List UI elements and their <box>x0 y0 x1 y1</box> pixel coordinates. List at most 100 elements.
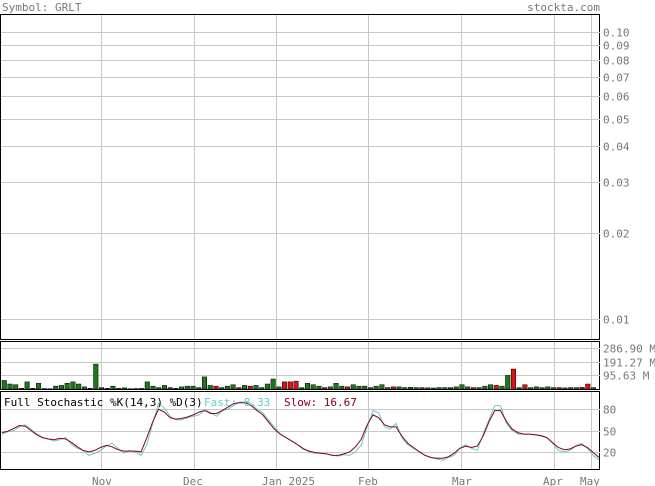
volume-bar <box>505 375 511 390</box>
volume-bar <box>287 381 293 390</box>
volume-bar <box>53 385 59 390</box>
volume-bar <box>139 388 145 390</box>
volume-bars <box>1 363 597 390</box>
volume-bar <box>70 381 76 390</box>
volume-bar <box>356 385 362 390</box>
volume-bar <box>425 387 431 390</box>
volume-bar <box>350 384 356 390</box>
volume-bar <box>413 387 419 390</box>
volume-bar <box>407 387 413 390</box>
volume-bar <box>385 387 391 390</box>
x-tick-label: Dec <box>183 475 203 486</box>
volume-bar <box>242 385 248 390</box>
volume-bar <box>259 387 265 390</box>
volume-bar <box>93 363 99 390</box>
volume-panel-frame <box>0 341 600 390</box>
volume-bar <box>488 384 494 390</box>
volume-bar <box>7 383 13 390</box>
volume-bar <box>184 385 190 390</box>
volume-bar <box>430 387 436 390</box>
volume-bar <box>310 384 316 390</box>
stochastic-tick-label: 20 <box>603 447 616 460</box>
volume-bar <box>236 387 242 390</box>
volume-bar <box>493 385 499 390</box>
volume-bar <box>556 387 562 390</box>
volume-bar <box>121 387 127 390</box>
volume-bar <box>550 387 556 390</box>
volume-bar <box>58 385 64 390</box>
stochastic-panel-frame <box>0 391 600 470</box>
stochastic-slow-line <box>1 402 600 459</box>
volume-bar <box>144 381 150 390</box>
volume-bar <box>510 368 516 390</box>
volume-bar <box>81 386 87 390</box>
volume-bar <box>213 385 219 390</box>
volume-bar <box>453 386 459 390</box>
price-tick-label: 0.03 <box>603 177 630 190</box>
volume-tick-label: 191.27 M <box>603 357 655 370</box>
volume-bar <box>201 376 208 390</box>
volume-tick-label: 95.63 M <box>603 370 650 383</box>
price-tick-label: 0.06 <box>603 91 630 104</box>
volume-bar <box>161 385 167 390</box>
volume-bar <box>528 387 534 390</box>
stochastic-title: Full Stochastic %K(14,3) %D(3) <box>4 396 203 409</box>
volume-bar <box>1 380 7 390</box>
volume-bar <box>516 387 522 390</box>
volume-bar <box>196 387 202 390</box>
volume-bar <box>173 388 179 390</box>
volume-bar <box>264 383 270 390</box>
x-tick-label: Mar <box>452 475 472 486</box>
volume-bar <box>327 386 333 390</box>
price-grid <box>1 15 600 339</box>
volume-bar <box>110 385 116 390</box>
price-tick-label: 0.01 <box>603 314 630 327</box>
volume-bar <box>13 384 19 390</box>
volume-bar <box>396 386 402 390</box>
stochastic-fast-label: Fast: 8.33 <box>204 396 270 409</box>
x-tick-label: Apr <box>543 475 563 486</box>
volume-bar <box>179 386 185 390</box>
volume-bar <box>219 387 225 390</box>
volume-bar <box>390 386 396 390</box>
volume-bar <box>591 387 597 390</box>
stochastic-axis: 80 50 20 <box>603 404 616 460</box>
x-tick-label: May <box>580 475 600 486</box>
volume-bar <box>419 387 425 390</box>
volume-bar <box>568 387 574 390</box>
volume-bar <box>562 387 568 390</box>
volume-bar <box>150 385 156 390</box>
volume-bar <box>436 387 442 390</box>
price-tick-label: 0.10 <box>603 27 630 40</box>
volume-bar <box>276 386 282 390</box>
volume-grid <box>1 342 600 389</box>
price-axis: 0.100.09 0.08 0.07 0.06 0.05 0.04 0.03 0.02 0.01 <box>603 27 630 327</box>
volume-bar <box>345 386 351 390</box>
stochastic-tick-label: 50 <box>603 426 616 439</box>
volume-bar <box>585 383 591 390</box>
volume-bar <box>470 387 476 390</box>
stochastic-panel: 80 50 20 Full Stochastic %K(14,3) %D(3) Fa… <box>0 391 616 470</box>
site-brand[interactable]: stockta.com <box>527 1 600 14</box>
volume-bar <box>282 381 288 390</box>
volume-bar <box>379 384 385 390</box>
price-panel: 0.100.09 0.08 0.07 0.06 0.05 0.04 0.03 0.02 0.01 <box>0 14 630 340</box>
x-tick-label: Feb <box>358 475 378 486</box>
volume-bar <box>293 380 299 390</box>
volume-bar <box>116 388 122 390</box>
volume-bar <box>465 386 471 390</box>
volume-bar <box>270 378 276 390</box>
volume-bar <box>573 387 579 390</box>
volume-bar <box>545 386 551 390</box>
x-tick-label: Jan 2025 <box>262 475 315 486</box>
volume-bar <box>533 386 539 390</box>
volume-bar <box>373 385 379 390</box>
price-tick-label: 0.07 <box>603 72 630 85</box>
volume-bar <box>253 385 259 390</box>
volume-bar <box>156 387 162 390</box>
price-tick-label: 0.02 <box>603 228 630 241</box>
volume-bar <box>322 387 328 390</box>
x-tick-label: Nov <box>92 475 112 486</box>
